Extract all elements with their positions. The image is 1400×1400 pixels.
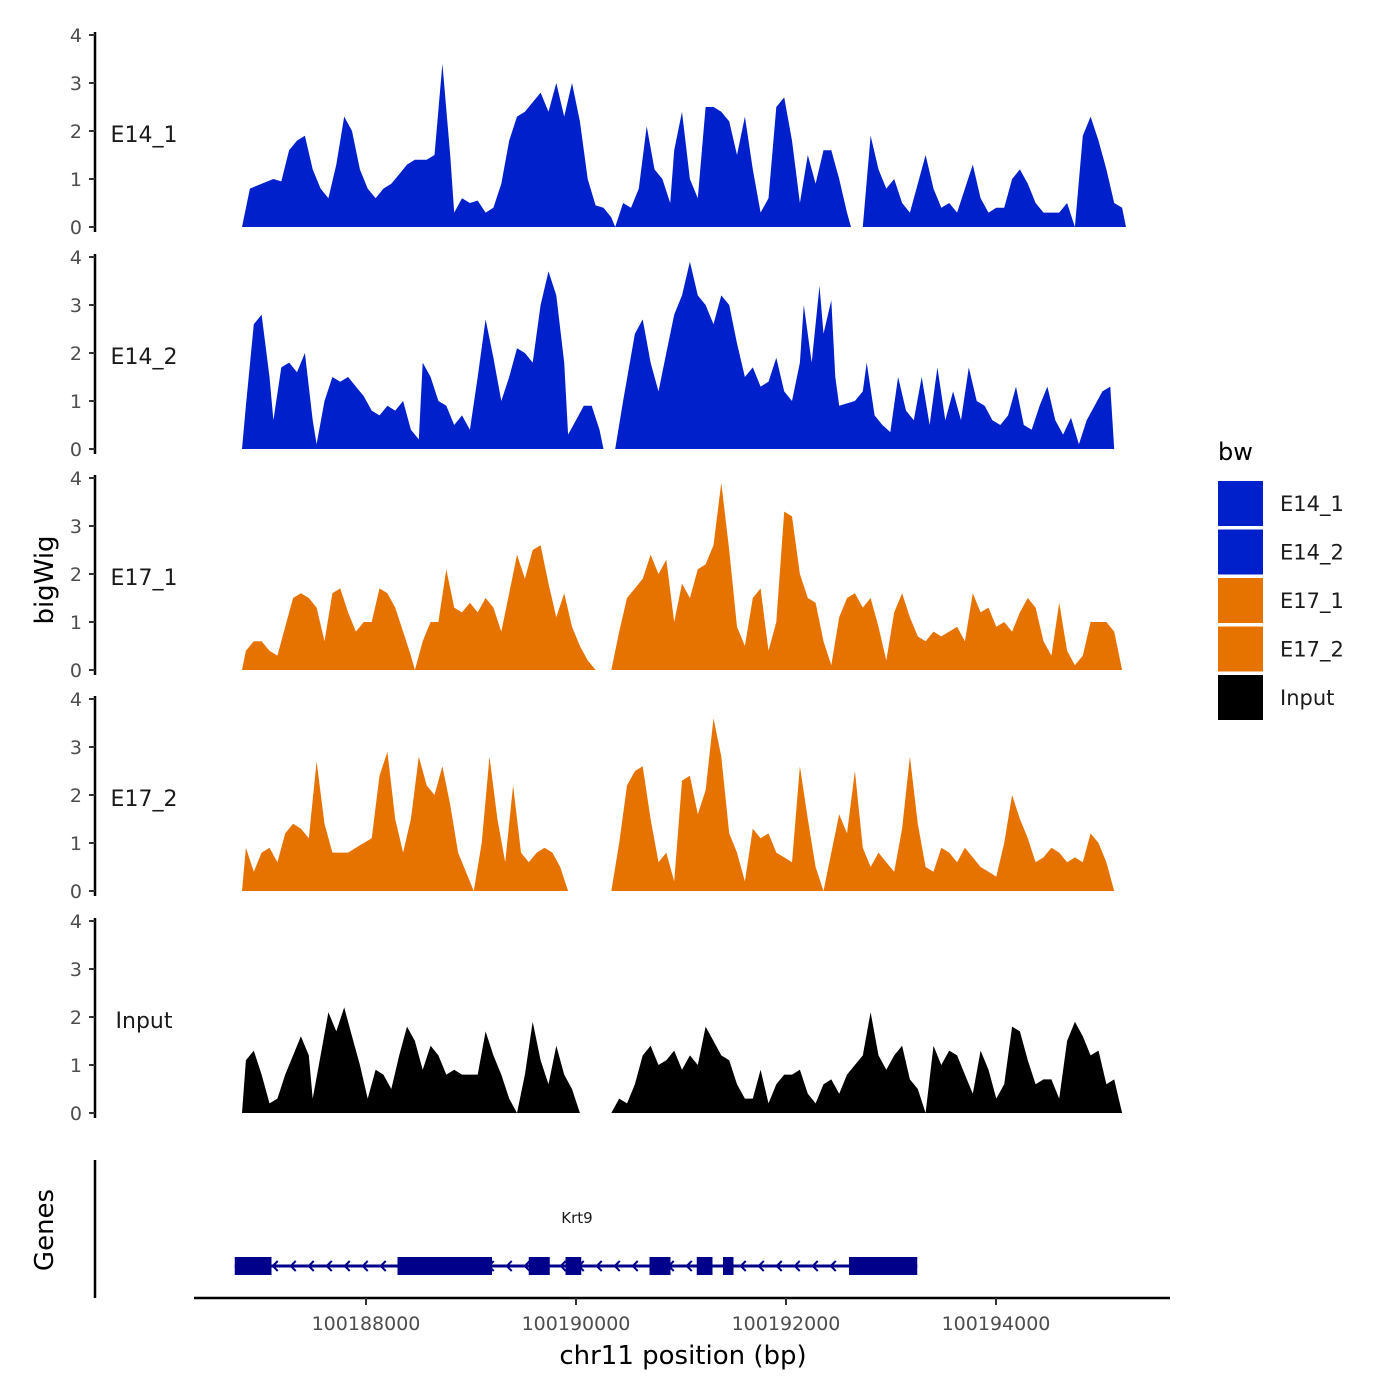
strand-arrow (829, 1260, 837, 1272)
y-tick-label: 4 (70, 468, 82, 490)
y-tick-label: 4 (70, 689, 82, 711)
y-tick-label: 1 (70, 391, 82, 413)
y-tick-label: 0 (70, 439, 82, 461)
y-tick-label: 0 (70, 881, 82, 903)
y-tick-label: 0 (70, 217, 82, 239)
gene-exon (528, 1257, 550, 1275)
track-E14_2: 0 1 2 3 4 E14_2 (70, 247, 1115, 461)
gene-name-label: Krt9 (561, 1209, 592, 1227)
coverage-area-E17_1b (611, 482, 1123, 670)
coverage-area-Inputb (611, 1012, 1123, 1113)
strand-arrow (595, 1260, 603, 1272)
y-tick-label: 3 (70, 516, 82, 538)
gene-exon (849, 1257, 918, 1275)
y-tick-label: 3 (70, 73, 82, 95)
gene-exon (397, 1257, 492, 1275)
track-Input: 0 1 2 3 4 Input (70, 911, 1123, 1125)
track-label: E17_1 (111, 566, 178, 591)
strand-arrow (613, 1260, 621, 1272)
coverage-area-E14_2b (615, 261, 1115, 449)
y-tick-label: 2 (70, 564, 82, 586)
strand-arrow (631, 1260, 639, 1272)
strand-arrow (307, 1260, 315, 1272)
y-tick-label: 3 (70, 737, 82, 759)
strand-arrow (523, 1260, 531, 1272)
gene-exon (723, 1257, 734, 1275)
x-tick-label: 100188000 (312, 1313, 421, 1335)
strand-arrow (793, 1260, 801, 1272)
strand-arrow (361, 1260, 369, 1272)
legend-swatch-E17_1 (1218, 578, 1263, 623)
y-tick-label: 3 (70, 295, 82, 317)
legend-label-E14_2: E14_2 (1280, 541, 1344, 566)
x-tick-label: 100192000 (732, 1313, 841, 1335)
y-tick-label: 1 (70, 169, 82, 191)
strand-arrow (685, 1260, 693, 1272)
gene-exon (649, 1257, 671, 1275)
coverage-area-E14_1 (242, 63, 851, 227)
legend-swatch-E17_2 (1218, 626, 1263, 672)
coverage-area-E17_2 (242, 751, 569, 891)
track-label: E17_2 (111, 787, 178, 812)
strand-arrow (271, 1260, 279, 1272)
y-tick-label: 1 (70, 833, 82, 855)
legend-swatch-Input (1218, 675, 1263, 720)
strand-arrow (775, 1260, 783, 1272)
coverage-area-E14_1b (862, 116, 1126, 227)
track-label: Input (116, 1009, 173, 1034)
gene-exon (565, 1257, 582, 1275)
x-tick-label: 100190000 (522, 1313, 631, 1335)
y-tick-label: 2 (70, 343, 82, 365)
y-tick-label: 4 (70, 25, 82, 47)
strand-arrow (325, 1260, 333, 1272)
x-tick-label: 100194000 (942, 1313, 1051, 1335)
y-tick-label: 4 (70, 911, 82, 933)
coverage-area-E14_2 (242, 271, 604, 449)
y-tick-label: 2 (70, 785, 82, 807)
strand-arrow (289, 1260, 297, 1272)
x-axis-title: chr11 position (bp) (559, 1341, 806, 1371)
strand-arrow (379, 1260, 387, 1272)
coverage-tracks: 0 1 2 3 4 E14_1 0 1 2 3 4 E14_2 0 1 2 3 4 E17_1 0 1 2 3 4 E17_2… (70, 25, 1126, 1125)
strand-arrow (505, 1260, 513, 1272)
coverage-area-E17_2b (611, 718, 1115, 891)
y-tick-label: 1 (70, 612, 82, 634)
y-tick-label: 0 (70, 1103, 82, 1125)
y-tick-label: 3 (70, 959, 82, 981)
track-E17_1: 0 1 2 3 4 E17_1 (70, 468, 1123, 682)
gene-exon (696, 1257, 713, 1275)
strand-arrow (739, 1260, 747, 1272)
legend-label-E17_1: E17_1 (1280, 589, 1344, 614)
legend-label-E17_2: E17_2 (1280, 638, 1344, 663)
gene-track: Krt9 (93, 1160, 918, 1298)
gene-track-title: Genes (30, 1189, 60, 1271)
track-label: E14_2 (111, 345, 178, 370)
track-E17_2: 0 1 2 3 4 E17_2 (70, 689, 1115, 903)
track-label: E14_1 (111, 123, 178, 148)
legend: E14_1 E14_2 E17_1 E17_2 Input (1218, 481, 1344, 720)
legend-label-Input: Input (1280, 686, 1334, 710)
y-tick-label: 0 (70, 660, 82, 682)
y-tick-label: 2 (70, 1007, 82, 1029)
strand-arrow (343, 1260, 351, 1272)
y-tick-label: 4 (70, 247, 82, 269)
legend-label-E14_1: E14_1 (1280, 492, 1344, 517)
coverage-area-E17_1 (242, 545, 596, 670)
legend-swatch-E14_2 (1218, 529, 1263, 575)
strand-arrow (811, 1260, 819, 1272)
coverage-area-Input (242, 1007, 580, 1113)
legend-title: bw (1218, 438, 1253, 466)
gene-exon (234, 1257, 272, 1275)
strand-arrow (757, 1260, 765, 1272)
strand-arrow (559, 1260, 567, 1272)
y-tick-label: 2 (70, 121, 82, 143)
y-tick-label: 1 (70, 1055, 82, 1077)
legend-swatch-E14_1 (1218, 481, 1263, 526)
x-axis: 100188000 100190000 100192000 100194000 (194, 1296, 1170, 1335)
y-axis-title: bigWig (30, 535, 60, 624)
track-E14_1: 0 1 2 3 4 E14_1 (70, 25, 1126, 239)
